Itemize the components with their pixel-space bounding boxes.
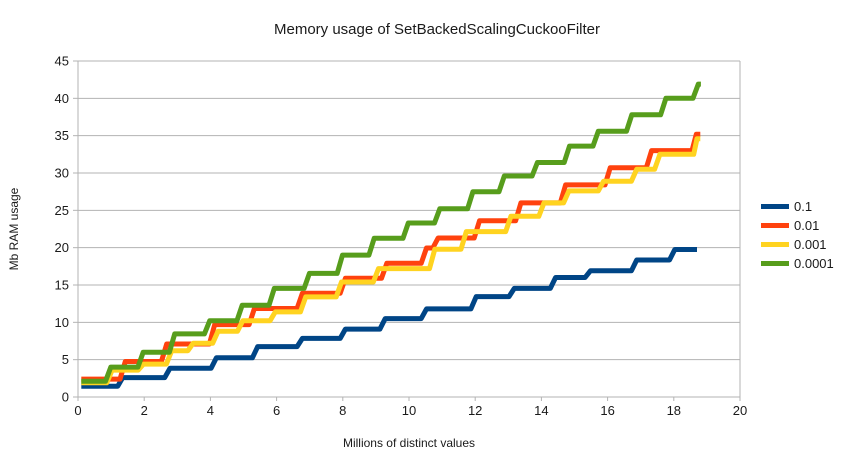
y-tick-label-40: 40: [55, 91, 69, 106]
y-tick-label-15: 15: [55, 278, 69, 293]
x-tick-label-12: 12: [468, 403, 482, 418]
series-line-0.1: [81, 247, 697, 389]
x-axis-title: Millions of distinct values: [342, 436, 476, 450]
x-tick-label-14: 14: [534, 403, 548, 418]
y-tick-label-5: 5: [62, 352, 69, 367]
y-tick-label-45: 45: [55, 54, 69, 69]
y-axis-title: Mb RAM usage: [7, 187, 21, 271]
x-tick-label-20: 20: [733, 403, 747, 418]
x-tick-label-10: 10: [402, 403, 416, 418]
x-tick-label-0: 0: [74, 403, 81, 418]
y-tick-label-10: 10: [55, 315, 69, 330]
y-tick-label-0: 0: [62, 390, 69, 405]
legend-item: 0.1: [761, 197, 834, 216]
legend-swatch-red: [761, 223, 789, 228]
legend-swatch-blue: [761, 204, 789, 209]
x-tick-label-8: 8: [339, 403, 346, 418]
chart-title: Memory usage of SetBackedScalingCuckooFi…: [274, 21, 600, 38]
x-tick-label-6: 6: [273, 403, 280, 418]
legend-label: 0.01: [794, 218, 820, 233]
legend-swatch-yellow: [761, 242, 789, 247]
y-tick-label-30: 30: [55, 166, 69, 181]
y-tick-label-35: 35: [55, 128, 69, 143]
legend-label: 0.001: [794, 237, 827, 252]
legend-label: 0.0001: [794, 256, 834, 271]
legend-item: 0.001: [761, 235, 834, 254]
y-tick-label-20: 20: [55, 240, 69, 255]
legend-item: 0.01: [761, 216, 834, 235]
series-line-0.001: [81, 136, 701, 386]
x-tick-label-4: 4: [207, 403, 214, 418]
x-tick-label-2: 2: [141, 403, 148, 418]
legend-swatch-green: [761, 261, 789, 266]
series-line-0.0001: [81, 81, 701, 384]
y-tick-label-25: 25: [55, 203, 69, 218]
legend: 0.1 0.01 0.001 0.0001: [761, 197, 834, 273]
legend-label: 0.1: [794, 199, 813, 214]
x-tick-label-18: 18: [667, 403, 681, 418]
legend-item: 0.0001: [761, 254, 834, 273]
x-tick-label-16: 16: [600, 403, 614, 418]
